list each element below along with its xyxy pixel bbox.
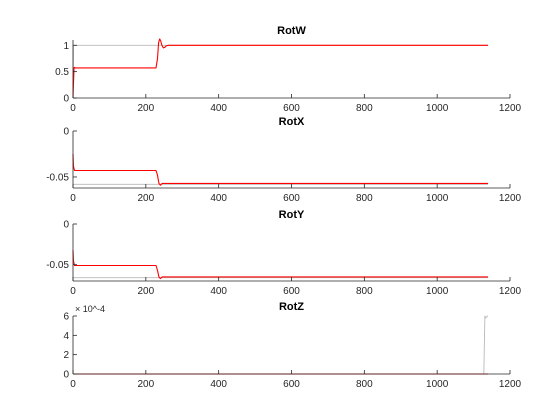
x-tick-label: 200 [137, 103, 154, 114]
x-tick-label: 600 [283, 286, 300, 297]
x-tick-label: 800 [356, 379, 373, 390]
y-tick-label: 0 [63, 127, 69, 138]
y-tick-label: 1 [63, 41, 69, 52]
chart-title: RotY [279, 209, 305, 221]
y-tick-label: 0 [63, 220, 69, 231]
x-tick-label: 0 [70, 193, 76, 204]
x-tick-label: 1000 [426, 103, 449, 114]
x-tick-label: 0 [70, 103, 76, 114]
y-tick-label: 0 [63, 94, 69, 105]
x-tick-label: 200 [137, 286, 154, 297]
y-tick-label: 2 [63, 350, 69, 361]
chart-title: RotZ [279, 301, 304, 313]
chart-title: RotX [279, 116, 305, 128]
x-tick-label: 0 [70, 286, 76, 297]
y-tick-label: -0.05 [46, 172, 69, 183]
x-tick-label: 600 [283, 193, 300, 204]
x-tick-label: 1200 [499, 379, 522, 390]
y-tick-label: -0.05 [46, 260, 69, 271]
y-tick-label: 6 [63, 312, 69, 323]
x-tick-label: 400 [210, 379, 227, 390]
y-tick-label: 0 [63, 370, 69, 381]
series-line-1 [72, 153, 489, 186]
subplot-rotw: RotW 0 200 400 600 800 1000 1200 0 0.5 1 [55, 25, 521, 114]
y-tick-label: 0.5 [55, 67, 69, 78]
x-tick-label: 200 [137, 379, 154, 390]
y-exponent-label: × 10^-4 [75, 304, 105, 314]
x-tick-label: 1000 [426, 193, 449, 204]
x-tick-label: 1000 [426, 379, 449, 390]
x-tick-label: 1200 [499, 103, 522, 114]
x-tick-label: 600 [283, 379, 300, 390]
subplot-rotz: RotZ 0 200 400 600 800 1000 1200 0 2 4 6 × 10^-4 [63, 301, 521, 390]
x-tick-label: 400 [210, 193, 227, 204]
series-line-0 [72, 44, 489, 99]
x-tick-label: 400 [210, 286, 227, 297]
x-tick-label: 800 [356, 103, 373, 114]
x-tick-label: 800 [356, 193, 373, 204]
x-tick-label: 200 [137, 193, 154, 204]
subplot-roty: RotY 0 200 400 600 800 1000 1200 -0.05 0 [46, 209, 521, 297]
chart-title: RotW [277, 25, 306, 37]
y-tick-label: 4 [63, 331, 69, 342]
series-line-1 [72, 250, 489, 280]
x-tick-label: 600 [283, 103, 300, 114]
x-tick-label: 1000 [426, 286, 449, 297]
series-line-1 [72, 38, 489, 99]
x-tick-label: 0 [70, 379, 76, 390]
x-tick-label: 800 [356, 286, 373, 297]
series-line-0 [73, 315, 489, 375]
x-tick-label: 1200 [499, 193, 522, 204]
x-tick-label: 1200 [499, 286, 522, 297]
x-tick-label: 400 [210, 103, 227, 114]
